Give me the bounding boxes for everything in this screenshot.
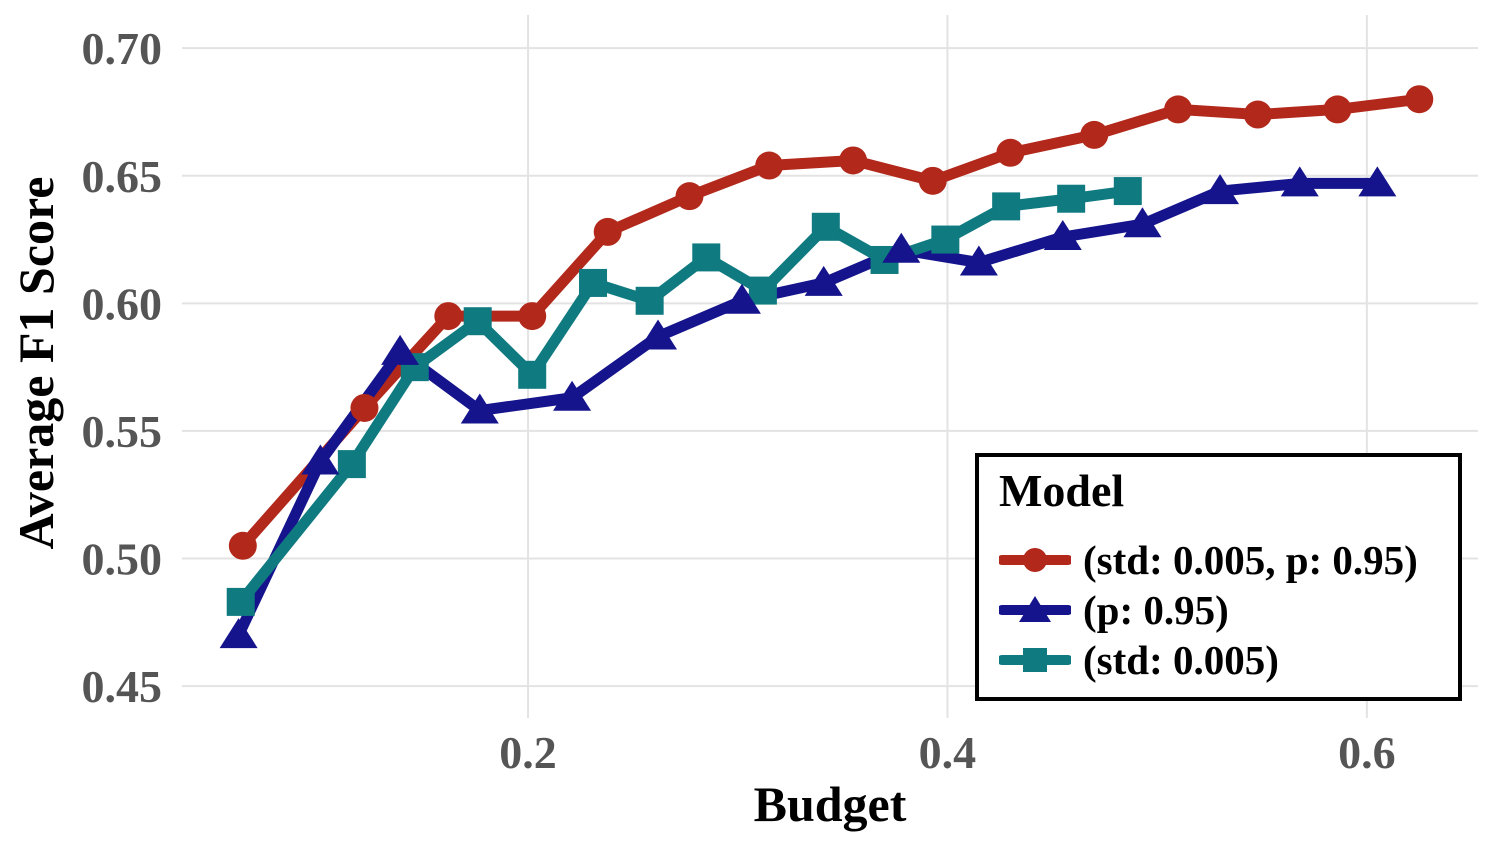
data-point-square [692, 243, 721, 272]
x-tick-label: 0.2 [499, 727, 557, 778]
y-axis-title: Average F1 Score [8, 176, 64, 550]
legend-title: Model [999, 465, 1125, 516]
data-point-triangle [722, 283, 761, 314]
data-point-circle [755, 151, 784, 180]
data-point-triangle [301, 444, 340, 475]
data-point-circle [518, 302, 547, 331]
data-point-triangle [1201, 174, 1240, 205]
data-point-triangle [381, 334, 420, 365]
data-point-square [1057, 184, 1086, 213]
legend-entry: (std: 0.005) [999, 635, 1458, 685]
y-tick-label: 0.50 [82, 534, 163, 585]
data-point-circle [996, 138, 1025, 167]
data-point-triangle [639, 319, 678, 350]
legend-entry: (std: 0.005, p: 0.95) [999, 535, 1458, 585]
data-point-triangle [804, 265, 843, 296]
data-point-square [463, 307, 492, 336]
data-point-triangle [460, 393, 499, 424]
data-point-circle [1243, 100, 1272, 129]
data-point-circle [1323, 95, 1352, 124]
x-axis-title: Budget [753, 776, 907, 832]
y-tick-label: 0.45 [82, 661, 163, 712]
data-point-square [992, 192, 1021, 221]
data-point-triangle [553, 380, 592, 411]
data-point-circle [1405, 85, 1434, 114]
y-tick-label: 0.55 [82, 406, 163, 457]
data-point-square [337, 450, 366, 479]
data-point-circle [1164, 95, 1193, 124]
data-point-circle [593, 217, 622, 246]
legend-triangle-marker-icon [999, 596, 1071, 622]
legend-entry-label: (p: 0.95) [1083, 586, 1229, 633]
legend-circle-marker-icon [999, 548, 1071, 572]
data-point-circle [675, 182, 704, 211]
data-point-circle [434, 302, 463, 331]
y-tick-label: 0.70 [82, 23, 163, 74]
legend-entry-label: (std: 0.005, p: 0.95) [1083, 536, 1418, 583]
data-point-square [748, 276, 777, 305]
data-point-square [579, 268, 608, 297]
legend: Model (std: 0.005, p: 0.95) (p: 0.95) (s… [975, 453, 1462, 701]
data-point-circle [1080, 120, 1109, 149]
data-point-triangle [1358, 166, 1397, 197]
data-point-circle [228, 531, 257, 560]
y-tick-label: 0.65 [82, 151, 163, 202]
data-point-triangle [959, 245, 998, 276]
legend-square-marker-icon [999, 648, 1071, 672]
data-point-square [635, 286, 664, 315]
data-point-triangle [1043, 220, 1082, 250]
data-point-triangle [882, 232, 921, 263]
legend-entry: (p: 0.95) [999, 585, 1458, 635]
data-point-circle [839, 146, 868, 175]
data-point-circle [918, 166, 947, 195]
data-point-square [931, 225, 960, 254]
data-point-triangle [219, 618, 258, 649]
x-tick-label: 0.4 [919, 727, 977, 778]
data-point-square [226, 587, 255, 616]
data-point-square [1113, 177, 1142, 206]
data-point-circle [350, 393, 379, 422]
data-point-triangle [1280, 166, 1319, 197]
y-tick-label: 0.60 [82, 278, 163, 329]
legend-entry-label: (std: 0.005) [1083, 636, 1279, 683]
data-point-square [518, 360, 547, 389]
data-point-triangle [1123, 207, 1162, 238]
data-point-square [811, 212, 840, 241]
x-tick-label: 0.6 [1338, 727, 1396, 778]
